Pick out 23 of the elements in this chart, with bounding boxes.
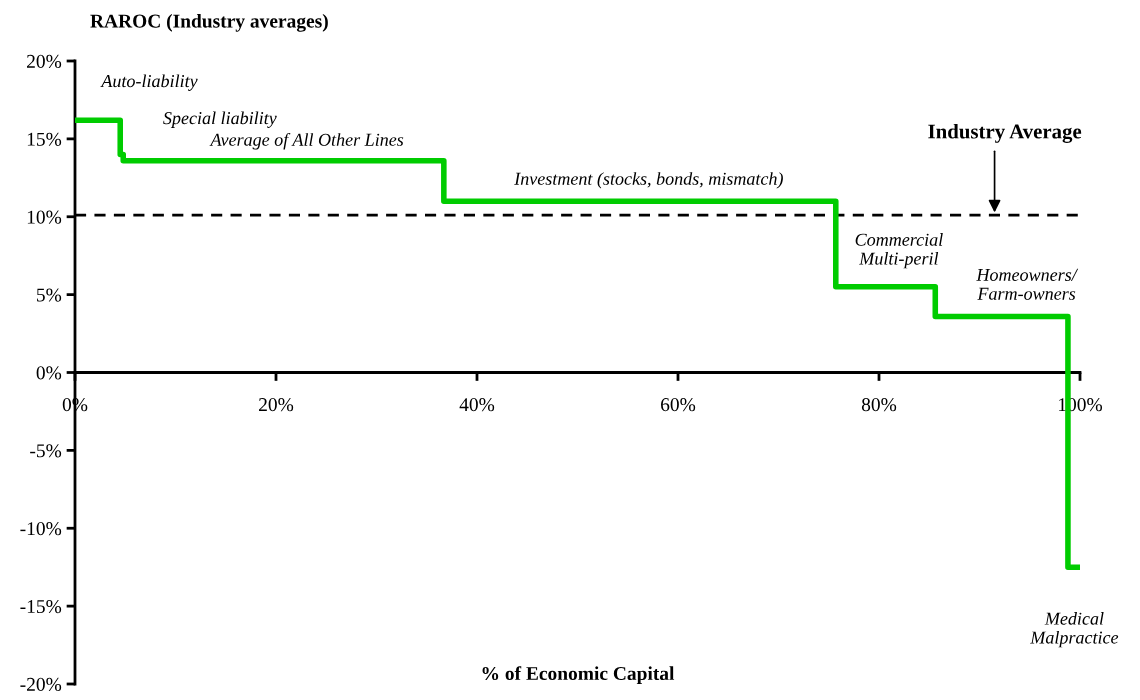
- y-tick-label: 15%: [27, 132, 62, 146]
- x-axis-title: % of Economic Capital: [482, 666, 675, 684]
- annotation: Average of All Other Lines: [209, 132, 404, 150]
- annotation: Auto-liability: [100, 74, 198, 91]
- x-tick-label: 60%: [661, 398, 696, 412]
- annotation: Medical Malpractice: [1030, 612, 1119, 648]
- chart-title: RAROC (Industry averages): [90, 14, 328, 32]
- annotation: Commercial Multi-peril: [855, 233, 943, 269]
- x-tick-label: 80%: [861, 398, 897, 412]
- x-tick-label: 40%: [459, 398, 495, 412]
- y-tick-label: 20%: [27, 54, 62, 68]
- y-tick-label: 5%: [37, 288, 62, 302]
- x-tick-label: 20%: [259, 398, 294, 412]
- y-tick-label: 10%: [27, 210, 62, 224]
- y-tick-label: 0%: [36, 366, 62, 380]
- y-tick-label: -5%: [30, 444, 62, 458]
- y-tick-label: -15%: [20, 599, 62, 614]
- annotation: Homeowners/ Farm-owners: [976, 268, 1079, 300]
- y-tick-label: -10%: [20, 522, 62, 536]
- annotation: Investment (stocks, bonds, mismatch): [514, 172, 783, 189]
- y-tick-label: -20%: [20, 677, 62, 691]
- annotation: Special liability: [163, 111, 277, 128]
- ref-line-label: Industry Average: [928, 123, 1082, 143]
